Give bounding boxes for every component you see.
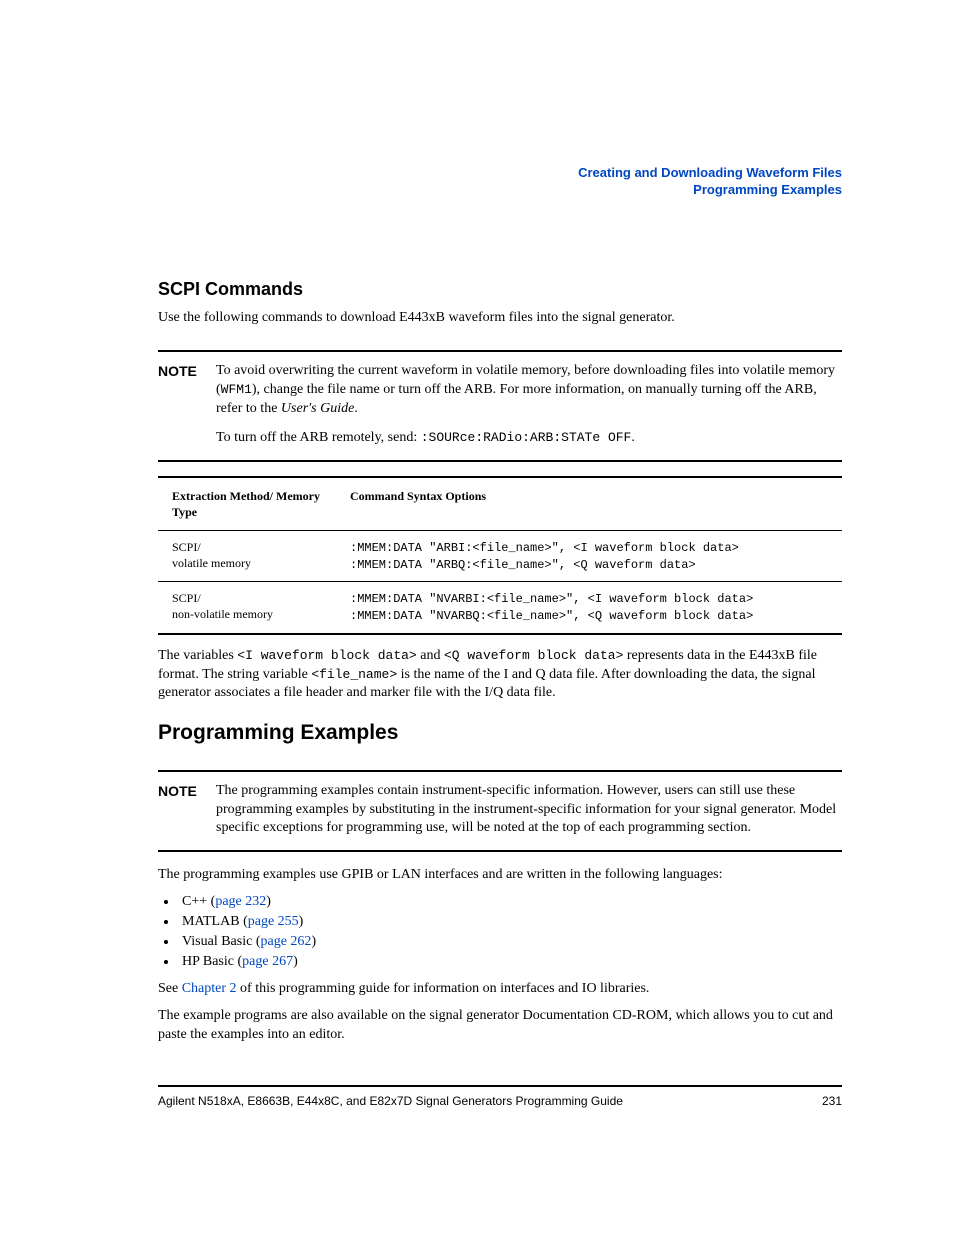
table-cell: SCPI/ non-volatile memory: [158, 582, 336, 634]
list-item: C++ (page 232): [178, 893, 842, 912]
scpi-commands-heading: SCPI Commands: [158, 277, 842, 301]
note-1: NOTE To avoid overwriting the current wa…: [158, 350, 842, 462]
note-2-label: NOTE: [158, 782, 216, 839]
header-line2[interactable]: Programming Examples: [693, 182, 842, 197]
chapter-2-link[interactable]: Chapter 2: [182, 981, 237, 996]
wfm1-code: WFM1: [221, 382, 252, 397]
list-item: Visual Basic (page 262): [178, 933, 842, 952]
para-cdrom: The example programs are also available …: [158, 1007, 842, 1045]
table-header-2: Command Syntax Options: [336, 477, 842, 531]
note-2-p: The programming examples contain instrum…: [216, 782, 842, 839]
table-row: SCPI/ volatile memory :MMEM:DATA "ARBI:<…: [158, 530, 842, 581]
table-header-row: Extraction Method/ Memory Type Command S…: [158, 477, 842, 531]
table-cell: SCPI/ volatile memory: [158, 530, 336, 581]
page-link[interactable]: page 262: [261, 934, 312, 949]
footer-title: Agilent N518xA, E8663B, E44x8C, and E82x…: [158, 1093, 623, 1109]
page-link[interactable]: page 267: [242, 954, 293, 969]
note-1-p1: To avoid overwriting the current wavefor…: [216, 362, 842, 419]
note-2-body: The programming examples contain instrum…: [216, 782, 842, 839]
page-footer: Agilent N518xA, E8663B, E44x8C, and E82x…: [158, 1085, 842, 1109]
note-2: NOTE The programming examples contain in…: [158, 770, 842, 853]
table-cell: :MMEM:DATA "ARBI:<file_name>", <I wavefo…: [336, 530, 842, 581]
para-languages: The programming examples use GPIB or LAN…: [158, 866, 842, 885]
list-item: HP Basic (page 267): [178, 953, 842, 972]
command-syntax-table: Extraction Method/ Memory Type Command S…: [158, 476, 842, 635]
languages-list: C++ (page 232) MATLAB (page 255) Visual …: [158, 893, 842, 972]
page-body: Creating and Downloading Waveform Files …: [158, 165, 842, 1052]
table-header-1: Extraction Method/ Memory Type: [158, 477, 336, 531]
page-link[interactable]: page 232: [215, 894, 266, 909]
para-see-chapter: See Chapter 2 of this programming guide …: [158, 980, 842, 999]
header-links: Creating and Downloading Waveform Files …: [158, 165, 842, 199]
note-1-body: To avoid overwriting the current wavefor…: [216, 362, 842, 448]
page-link[interactable]: page 255: [248, 914, 299, 929]
users-guide-ref: User's Guide: [281, 401, 354, 416]
page-number: 231: [822, 1093, 842, 1109]
arb-off-code: :SOURce:RADio:ARB:STATe OFF: [421, 430, 632, 445]
table-cell: :MMEM:DATA "NVARBI:<file_name>", <I wave…: [336, 582, 842, 634]
table-row: SCPI/ non-volatile memory :MMEM:DATA "NV…: [158, 582, 842, 634]
para-after-table: The variables <I waveform block data> an…: [158, 647, 842, 704]
scpi-intro: Use the following commands to download E…: [158, 309, 842, 328]
note-1-label: NOTE: [158, 362, 216, 448]
programming-examples-heading: Programming Examples: [158, 719, 842, 747]
header-line1[interactable]: Creating and Downloading Waveform Files: [578, 165, 842, 180]
note-1-p2: To turn off the ARB remotely, send: :SOU…: [216, 429, 842, 448]
list-item: MATLAB (page 255): [178, 913, 842, 932]
